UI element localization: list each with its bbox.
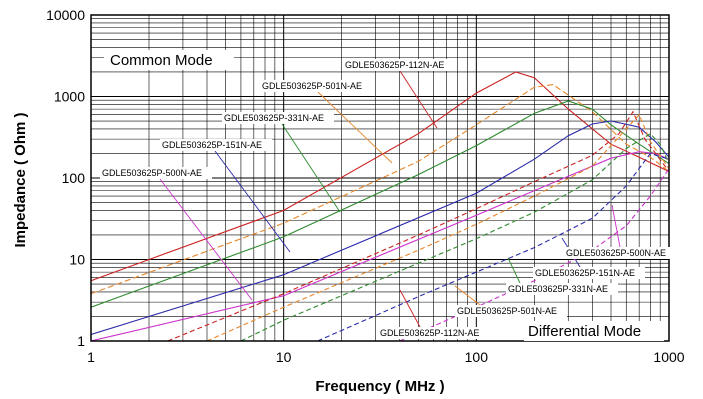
series-line-differential-gdle503625p-112n-ae — [167, 110, 669, 341]
series-line-differential-gdle503625p-501n-ae — [206, 113, 669, 341]
differential-mode-annotation: Differential Mode — [524, 321, 664, 341]
y-tick-label: 1 — [77, 333, 85, 349]
leader-line — [454, 285, 481, 306]
y-tick-label: 10 — [69, 252, 85, 268]
series-lines — [91, 71, 669, 341]
differential-mode-label: Differential Mode — [528, 323, 641, 340]
series-label-common-112n: GDLE503625P-112N-AE — [345, 60, 444, 70]
series-line-common-gdle503625p-151n-ae — [91, 120, 669, 336]
common-series-labels: GDLE503625P-112N-AE GDLE503625P-501N-AE … — [100, 59, 455, 179]
x-tick-label: 1000 — [653, 349, 684, 365]
series-label-diff-501n: GDLE503625P-501N-AE — [457, 306, 557, 316]
leader-line — [399, 70, 438, 129]
leader-line — [281, 123, 341, 213]
series-label-common-331n: GDLE503625P-331N-AE — [224, 113, 324, 123]
y-axis-title: Impedance ( Ohm ) — [12, 112, 29, 247]
x-axis-title: Frequency ( MHz ) — [315, 378, 444, 395]
differential-series-labels: GDLE503625P-500N-AE GDLE503625P-151N-AE … — [378, 247, 676, 339]
series-label-diff-151n: GDLE503625P-151N-AE — [535, 268, 635, 278]
x-tick-labels: 1 10 100 1000 — [87, 349, 685, 365]
x-tick-label: 1 — [87, 349, 95, 365]
x-tick-label: 100 — [465, 349, 489, 365]
series-label-common-151n: GDLE503625P-151N-AE — [162, 140, 262, 150]
leader-line — [507, 257, 521, 284]
series-label-diff-331n: GDLE503625P-331N-AE — [508, 284, 608, 294]
series-line-common-gdle503625p-112n-ae — [91, 71, 669, 282]
series-line-common-gdle503625p-331n-ae — [91, 100, 669, 308]
series-label-diff-500n: GDLE503625P-500N-AE — [566, 248, 666, 258]
series-line-common-gdle503625p-500n-ae — [91, 151, 669, 341]
series-label-common-500n: GDLE503625P-500N-AE — [102, 168, 202, 178]
leader-line — [399, 289, 421, 328]
leader-line — [611, 204, 621, 248]
y-tick-label: 1000 — [54, 89, 85, 105]
plot-frame — [90, 14, 670, 342]
series-label-diff-112n: GDLE503625P-112N-AE — [380, 328, 479, 338]
y-tick-label: 10000 — [46, 7, 85, 23]
common-mode-annotation: Common Mode — [104, 50, 234, 70]
leader-line — [159, 178, 253, 301]
leader-line — [214, 150, 291, 253]
leader-line — [317, 91, 393, 164]
series-label-common-501n: GDLE503625P-501N-AE — [262, 81, 362, 91]
y-tick-labels: 1 10 100 1000 10000 — [46, 7, 85, 349]
x-tick-label: 10 — [276, 349, 292, 365]
y-tick-label: 100 — [62, 170, 86, 186]
series-line-differential-gdle503625p-151n-ae — [317, 152, 669, 341]
series-line-differential-gdle503625p-331n-ae — [240, 132, 669, 341]
series-line-common-gdle503625p-501n-ae — [91, 84, 669, 295]
common-mode-label: Common Mode — [110, 52, 213, 69]
label-leader-lines — [159, 70, 621, 328]
